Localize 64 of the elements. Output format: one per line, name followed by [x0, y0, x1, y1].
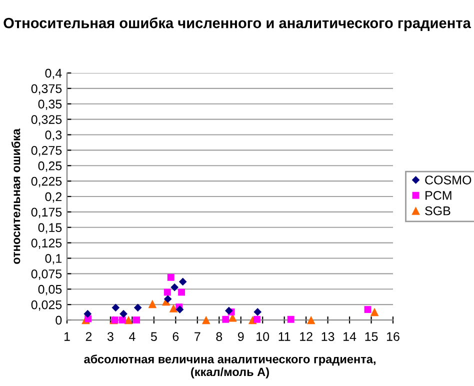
- point: [118, 316, 126, 324]
- x-tick-label: 6: [172, 332, 179, 341]
- y-tick-label: 0,325: [31, 115, 62, 126]
- point: [112, 304, 120, 312]
- point: [178, 278, 187, 286]
- y-tick-label: 0,2: [45, 192, 62, 203]
- y-tick-label: 0,15: [38, 223, 62, 234]
- x-tick-label: 3: [107, 332, 114, 341]
- x-tick-label: 4: [129, 332, 136, 341]
- y-tick-label: 0,3: [45, 130, 62, 141]
- point: [134, 304, 142, 312]
- x-tick-label: 2: [86, 332, 92, 341]
- point: [224, 306, 233, 315]
- point: [170, 283, 179, 292]
- x-axis-title: абсолютная величина аналитического градиента, (ккал/моль А): [84, 354, 376, 378]
- y-tick-label: 0,175: [31, 208, 62, 218]
- legend-label: SGB: [425, 206, 450, 216]
- point: [306, 316, 316, 324]
- legend-label: PCM: [426, 191, 452, 200]
- x-tick-label: 15: [365, 332, 378, 341]
- x-tick-label: 16: [387, 332, 400, 341]
- point: [133, 316, 140, 324]
- point: [364, 306, 372, 313]
- point: [287, 316, 294, 323]
- point: [124, 316, 133, 324]
- y-tick-label: 0: [56, 316, 62, 325]
- x-tick-label: 13: [322, 332, 334, 341]
- point: [84, 310, 92, 318]
- y-tick-label: 0,375: [31, 84, 62, 95]
- x-tick-label: 7: [194, 332, 200, 341]
- x-tick-label: 14: [344, 332, 356, 341]
- point: [120, 310, 128, 318]
- chart-title: Относительная ошибка численного и аналитического градиента: [4, 17, 472, 32]
- y-tick-label: 0,225: [31, 176, 62, 188]
- point: [167, 274, 174, 281]
- y-tick-label: 0,4: [45, 68, 62, 80]
- x-tick-label: 11: [278, 332, 290, 341]
- y-tick-label: 0,35: [38, 100, 62, 110]
- point: [370, 308, 379, 316]
- x-tick-label: 5: [150, 332, 157, 341]
- y-tick-label: 0,1: [45, 254, 62, 264]
- y-tick-label: 0,075: [31, 269, 62, 280]
- x-tick-label: 12: [300, 332, 312, 341]
- point: [176, 306, 184, 314]
- point: [254, 308, 262, 316]
- x-tick-label: 8: [216, 332, 222, 341]
- point: [164, 295, 172, 303]
- point: [164, 288, 171, 296]
- point: [222, 316, 230, 323]
- y-tick-label: 0,025: [31, 300, 62, 311]
- x-tick-label: 1: [64, 332, 70, 341]
- legend-label: COSMO: [425, 176, 472, 184]
- y-tick-label: 0,275: [31, 146, 62, 156]
- point: [202, 316, 210, 324]
- point: [178, 288, 186, 296]
- x-tick-label: 10: [256, 332, 270, 341]
- y-axis-title: относительная ошибка: [11, 128, 20, 264]
- y-tick-label: 0,05: [38, 284, 62, 296]
- y-tick-label: 0,25: [38, 161, 62, 172]
- point: [253, 316, 260, 323]
- point: [169, 304, 178, 312]
- x-tick-label: 9: [238, 332, 244, 341]
- point: [148, 300, 157, 308]
- y-tick-label: 0,125: [31, 238, 62, 249]
